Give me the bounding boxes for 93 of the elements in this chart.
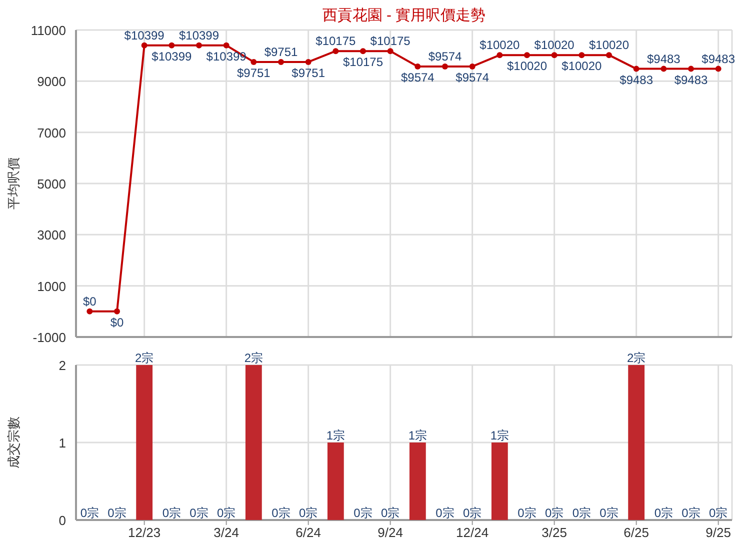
data-label: 1宗: [326, 428, 346, 442]
point: [442, 63, 448, 70]
point: [196, 42, 202, 48]
data-label: $9574: [456, 70, 490, 84]
data-label: $0: [110, 315, 124, 330]
data-label: $10020: [562, 59, 602, 74]
data-label: 0宗: [518, 506, 536, 520]
y-tick-label: 9000: [37, 74, 66, 90]
data-label: $10020: [506, 59, 548, 74]
data-label: $10175: [370, 34, 411, 48]
data-label: $9483: [702, 52, 736, 66]
data-label: 0宗: [354, 506, 372, 520]
data-label: 0宗: [162, 506, 182, 520]
data-label: $9751: [292, 66, 326, 80]
y-tick-label: 1: [58, 436, 66, 450]
data-label: 2宗: [626, 351, 646, 365]
data-label: 0宗: [600, 506, 618, 520]
data-label: $10399: [178, 28, 220, 42]
chart-title: 西貢花園 - 實用呎價走勢: [322, 7, 486, 24]
data-label: 0宗: [654, 506, 674, 520]
data-label: $9483: [620, 72, 654, 87]
point: [278, 58, 284, 65]
data-label: 0宗: [462, 506, 482, 520]
data-label: $9751: [264, 44, 298, 59]
point: [660, 66, 667, 72]
point: [688, 66, 694, 72]
data-label: 0宗: [80, 506, 100, 520]
point: [114, 308, 120, 314]
x-tick-label: 9/24: [378, 525, 403, 540]
point: [250, 58, 257, 65]
data-label: $9574: [428, 49, 462, 64]
data-label: 1宗: [490, 428, 510, 442]
y-tick-label: 11000: [30, 23, 66, 38]
data-label: $10399: [206, 49, 247, 64]
data-label: 0宗: [682, 506, 700, 520]
y-tick-label: 3000: [37, 228, 66, 243]
y-tick-label: 1000: [37, 278, 66, 294]
point: [524, 52, 530, 58]
data-label: 0宗: [108, 506, 126, 520]
y-axis-title: 平均呎價: [6, 158, 21, 210]
point: [606, 52, 612, 58]
data-label: 0宗: [708, 506, 728, 520]
data-label: $0: [82, 294, 97, 308]
data-label: 0宗: [272, 506, 290, 520]
point: [223, 42, 230, 48]
x-tick-label: 6/24: [296, 525, 321, 540]
x-tick-label: 3/24: [214, 525, 239, 540]
y-tick-label: -1000: [32, 330, 66, 345]
point: [715, 66, 722, 72]
data-label: 2宗: [244, 351, 264, 365]
point: [332, 48, 339, 54]
data-label: 0宗: [380, 506, 400, 520]
x-tick-label: 12/24: [456, 525, 489, 540]
data-label: $10020: [534, 38, 575, 52]
y-tick-label: 5000: [37, 176, 66, 192]
data-label: $10020: [588, 38, 630, 52]
data-label: $9751: [236, 66, 271, 80]
point: [551, 52, 558, 58]
data-label: 0宗: [572, 506, 592, 520]
data-label: 0宗: [190, 506, 208, 520]
x-tick-label: 9/25: [706, 525, 731, 540]
data-label: $10175: [316, 34, 356, 48]
x-tick-label: 3/25: [542, 525, 567, 540]
data-label: $10175: [342, 55, 384, 70]
point: [496, 52, 503, 58]
data-label: $10399: [152, 49, 192, 64]
data-label: 0宗: [216, 506, 236, 520]
point: [578, 52, 585, 58]
data-label: $9574: [400, 70, 435, 84]
y-tick-label: 7000: [37, 125, 66, 140]
y-tick-label: 0: [58, 513, 66, 528]
point: [360, 48, 366, 54]
data-label: 2宗: [134, 351, 154, 365]
point: [414, 63, 421, 70]
data-label: 0宗: [544, 506, 564, 520]
data-label: 1宗: [408, 428, 428, 442]
y-tick-label: 2: [58, 358, 66, 373]
data-label: $9483: [646, 52, 681, 66]
point: [469, 63, 476, 70]
x-tick-label: 6/25: [624, 525, 649, 540]
data-label: $9483: [674, 72, 708, 87]
point: [305, 58, 312, 65]
point: [387, 48, 394, 54]
data-label: 0宗: [436, 506, 454, 520]
point: [141, 42, 148, 48]
data-label: $10020: [480, 38, 520, 52]
data-label: $10399: [124, 28, 165, 42]
y-axis-title: 成交宗數: [6, 416, 21, 468]
point: [633, 66, 640, 72]
x-tick-label: 12/23: [128, 525, 161, 540]
point: [86, 308, 93, 314]
point: [168, 42, 175, 48]
data-label: 0宗: [298, 506, 318, 520]
